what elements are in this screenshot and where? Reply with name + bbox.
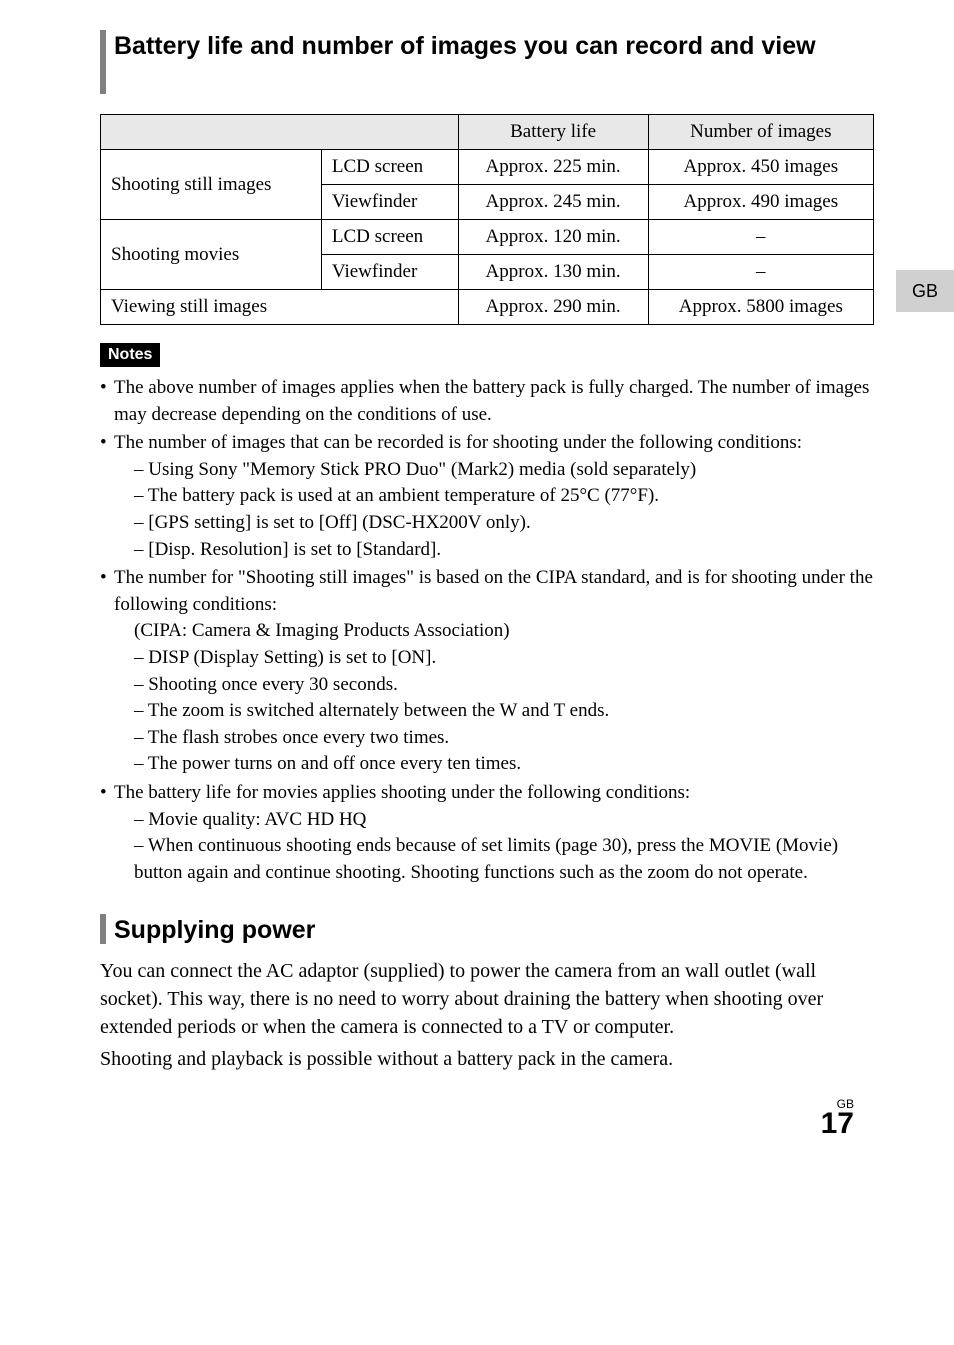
battery-table: Battery life Number of images Shooting s…: [100, 114, 874, 325]
section-title: Battery life and number of images you ca…: [114, 30, 816, 63]
table-cell-group: Shooting movies: [101, 220, 322, 290]
side-tab-gb: GB: [896, 270, 954, 312]
table-cell: Approx. 490 images: [648, 185, 873, 220]
notes-sub: (CIPA: Camera & Imaging Products Associa…: [114, 618, 874, 645]
table-cell: Approx. 120 min.: [458, 220, 648, 255]
table-row: Shooting movies LCD screen Approx. 120 m…: [101, 220, 874, 255]
page-footer: GB 17: [100, 1097, 874, 1141]
table-cell: Viewfinder: [321, 255, 458, 290]
table-cell: Approx. 290 min.: [458, 290, 648, 325]
notes-item-text: The number for "Shooting still images" i…: [114, 567, 873, 615]
notes-sub: – DISP (Display Setting) is set to [ON].: [114, 645, 874, 672]
section-header-power: Supplying power: [100, 914, 874, 947]
table-cell: –: [648, 220, 873, 255]
table-cell: Viewfinder: [321, 185, 458, 220]
notes-item: The number of images that can be recorde…: [100, 430, 874, 563]
notes-sub: – The zoom is switched alternately betwe…: [114, 698, 874, 725]
table-header-battery-life: Battery life: [458, 115, 648, 150]
table-cell: Approx. 5800 images: [648, 290, 873, 325]
table-empty-header: [101, 115, 459, 150]
notes-sub: – The power turns on and off once every …: [114, 751, 874, 778]
notes-item: The number for "Shooting still images" i…: [100, 565, 874, 778]
table-cell: Approx. 130 min.: [458, 255, 648, 290]
section-bar-icon: [100, 30, 106, 94]
notes-sub: – When continuous shooting ends because …: [114, 833, 874, 886]
table-cell-group: Shooting still images: [101, 150, 322, 220]
notes-sub: – Shooting once every 30 seconds.: [114, 672, 874, 699]
table-cell: –: [648, 255, 873, 290]
notes-sub: – [Disp. Resolution] is set to [Standard…: [114, 537, 874, 564]
section-header-battery: Battery life and number of images you ca…: [100, 30, 874, 94]
notes-sub: – The battery pack is used at an ambient…: [114, 483, 874, 510]
page-number: 17: [821, 1107, 854, 1140]
table-header-num-images: Number of images: [648, 115, 873, 150]
table-cell: Approx. 450 images: [648, 150, 873, 185]
notes-item: The above number of images applies when …: [100, 375, 874, 428]
body-paragraph: You can connect the AC adaptor (supplied…: [100, 957, 874, 1041]
notes-item-text: The battery life for movies applies shoo…: [114, 782, 690, 803]
table-cell: LCD screen: [321, 220, 458, 255]
notes-item: The battery life for movies applies shoo…: [100, 780, 874, 886]
table-cell-group: Viewing still images: [101, 290, 459, 325]
notes-item-text: The number of images that can be recorde…: [114, 432, 802, 453]
table-cell: LCD screen: [321, 150, 458, 185]
footer-gb: GB: [100, 1097, 854, 1111]
table-row: Shooting still images LCD screen Approx.…: [101, 150, 874, 185]
notes-sub: – [GPS setting] is set to [Off] (DSC-HX2…: [114, 510, 874, 537]
table-cell: Approx. 225 min.: [458, 150, 648, 185]
notes-sub: – Movie quality: AVC HD HQ: [114, 807, 874, 834]
table-cell: Approx. 245 min.: [458, 185, 648, 220]
notes-label: Notes: [100, 343, 160, 367]
notes-sub: – Using Sony "Memory Stick PRO Duo" (Mar…: [114, 457, 874, 484]
table-row: Viewing still images Approx. 290 min. Ap…: [101, 290, 874, 325]
section-title: Supplying power: [114, 914, 315, 947]
notes-list: The above number of images applies when …: [100, 375, 874, 886]
notes-sub: – The flash strobes once every two times…: [114, 725, 874, 752]
body-paragraph: Shooting and playback is possible withou…: [100, 1045, 874, 1073]
notes-item-text: The above number of images applies when …: [114, 377, 869, 425]
section-bar-icon: [100, 914, 106, 944]
